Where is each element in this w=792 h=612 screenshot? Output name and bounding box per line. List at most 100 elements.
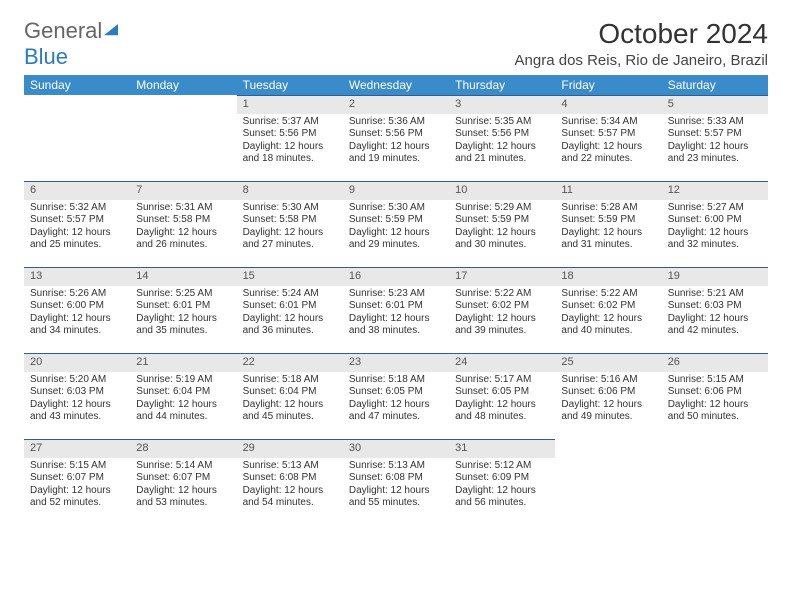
logo-text-1: General — [24, 18, 102, 44]
day-number: 7 — [130, 181, 236, 200]
day-number: 27 — [24, 439, 130, 458]
day-number: 6 — [24, 181, 130, 200]
day-content: Sunrise: 5:12 AMSunset: 6:09 PMDaylight:… — [449, 458, 555, 514]
day-line: Sunrise: 5:16 AM — [561, 374, 655, 387]
day-content: Sunrise: 5:37 AMSunset: 5:56 PMDaylight:… — [237, 114, 343, 170]
day-content: Sunrise: 5:15 AMSunset: 6:06 PMDaylight:… — [662, 372, 768, 428]
day-line: Daylight: 12 hours — [455, 227, 549, 240]
day-line: and 50 minutes. — [668, 411, 762, 424]
day-line: Sunset: 6:01 PM — [243, 300, 337, 313]
day-line: and 29 minutes. — [349, 239, 443, 252]
day-line: Sunrise: 5:19 AM — [136, 374, 230, 387]
calendar-cell: 28Sunrise: 5:14 AMSunset: 6:07 PMDayligh… — [130, 439, 236, 525]
calendar-cell: 26Sunrise: 5:15 AMSunset: 6:06 PMDayligh… — [662, 353, 768, 439]
day-line: and 30 minutes. — [455, 239, 549, 252]
day-line: Daylight: 12 hours — [349, 485, 443, 498]
day-line: and 32 minutes. — [668, 239, 762, 252]
day-line: Sunrise: 5:12 AM — [455, 460, 549, 473]
day-number: 22 — [237, 353, 343, 372]
day-line: Daylight: 12 hours — [136, 313, 230, 326]
day-line: Sunset: 5:58 PM — [243, 214, 337, 227]
calendar-cell: 25Sunrise: 5:16 AMSunset: 6:06 PMDayligh… — [555, 353, 661, 439]
day-line: and 21 minutes. — [455, 153, 549, 166]
day-line: Daylight: 12 hours — [349, 313, 443, 326]
day-content: Sunrise: 5:18 AMSunset: 6:05 PMDaylight:… — [343, 372, 449, 428]
day-line: and 48 minutes. — [455, 411, 549, 424]
day-line: Sunset: 5:56 PM — [243, 128, 337, 141]
month-title: October 2024 — [515, 18, 768, 50]
day-line: Sunset: 6:07 PM — [30, 472, 124, 485]
calendar-cell: 7Sunrise: 5:31 AMSunset: 5:58 PMDaylight… — [130, 181, 236, 267]
calendar-cell: 12Sunrise: 5:27 AMSunset: 6:00 PMDayligh… — [662, 181, 768, 267]
day-line: Daylight: 12 hours — [349, 141, 443, 154]
calendar-cell: 9Sunrise: 5:30 AMSunset: 5:59 PMDaylight… — [343, 181, 449, 267]
day-line: Daylight: 12 hours — [668, 399, 762, 412]
day-line: Daylight: 12 hours — [30, 485, 124, 498]
day-line: Sunrise: 5:32 AM — [30, 202, 124, 215]
calendar-cell: 10Sunrise: 5:29 AMSunset: 5:59 PMDayligh… — [449, 181, 555, 267]
day-number: 1 — [237, 95, 343, 114]
day-line: and 26 minutes. — [136, 239, 230, 252]
day-content: Sunrise: 5:29 AMSunset: 5:59 PMDaylight:… — [449, 200, 555, 256]
day-line: and 38 minutes. — [349, 325, 443, 338]
day-line: Daylight: 12 hours — [455, 141, 549, 154]
day-line: Sunset: 5:57 PM — [668, 128, 762, 141]
day-line: Sunrise: 5:31 AM — [136, 202, 230, 215]
day-number: 28 — [130, 439, 236, 458]
calendar-cell: 5Sunrise: 5:33 AMSunset: 5:57 PMDaylight… — [662, 95, 768, 181]
day-number: 13 — [24, 267, 130, 286]
day-line: Daylight: 12 hours — [668, 141, 762, 154]
day-line: and 25 minutes. — [30, 239, 124, 252]
calendar-table: SundayMondayTuesdayWednesdayThursdayFrid… — [24, 75, 768, 525]
calendar-body: 1Sunrise: 5:37 AMSunset: 5:56 PMDaylight… — [24, 95, 768, 525]
day-line: Daylight: 12 hours — [136, 485, 230, 498]
day-line: and 42 minutes. — [668, 325, 762, 338]
day-line: Sunset: 6:02 PM — [561, 300, 655, 313]
day-content: Sunrise: 5:28 AMSunset: 5:59 PMDaylight:… — [555, 200, 661, 256]
day-line: and 43 minutes. — [30, 411, 124, 424]
calendar-cell — [24, 95, 130, 181]
day-line: and 44 minutes. — [136, 411, 230, 424]
day-number: 18 — [555, 267, 661, 286]
day-line: Daylight: 12 hours — [136, 399, 230, 412]
day-content: Sunrise: 5:21 AMSunset: 6:03 PMDaylight:… — [662, 286, 768, 342]
calendar-cell: 21Sunrise: 5:19 AMSunset: 6:04 PMDayligh… — [130, 353, 236, 439]
day-content: Sunrise: 5:30 AMSunset: 5:58 PMDaylight:… — [237, 200, 343, 256]
day-line: Sunset: 6:01 PM — [136, 300, 230, 313]
day-line: Sunset: 5:59 PM — [561, 214, 655, 227]
day-line: Sunrise: 5:34 AM — [561, 116, 655, 129]
day-content: Sunrise: 5:16 AMSunset: 6:06 PMDaylight:… — [555, 372, 661, 428]
day-line: Daylight: 12 hours — [243, 313, 337, 326]
day-content: Sunrise: 5:36 AMSunset: 5:56 PMDaylight:… — [343, 114, 449, 170]
day-number: 9 — [343, 181, 449, 200]
day-content: Sunrise: 5:15 AMSunset: 6:07 PMDaylight:… — [24, 458, 130, 514]
day-number: 10 — [449, 181, 555, 200]
day-line: Sunset: 5:59 PM — [349, 214, 443, 227]
day-number: 23 — [343, 353, 449, 372]
day-line: Daylight: 12 hours — [243, 141, 337, 154]
day-number: 29 — [237, 439, 343, 458]
weekday-header: Thursday — [449, 75, 555, 95]
day-line: Daylight: 12 hours — [561, 227, 655, 240]
location-subtitle: Angra dos Reis, Rio de Janeiro, Brazil — [515, 52, 768, 69]
day-number: 15 — [237, 267, 343, 286]
day-number: 16 — [343, 267, 449, 286]
day-line: Sunset: 6:08 PM — [349, 472, 443, 485]
page-header: General October 2024 Angra dos Reis, Rio… — [24, 18, 768, 69]
day-line: Sunrise: 5:29 AM — [455, 202, 549, 215]
day-number: 26 — [662, 353, 768, 372]
calendar-cell: 3Sunrise: 5:35 AMSunset: 5:56 PMDaylight… — [449, 95, 555, 181]
day-line: Sunrise: 5:15 AM — [30, 460, 124, 473]
calendar-cell: 6Sunrise: 5:32 AMSunset: 5:57 PMDaylight… — [24, 181, 130, 267]
weekday-header: Sunday — [24, 75, 130, 95]
day-content: Sunrise: 5:23 AMSunset: 6:01 PMDaylight:… — [343, 286, 449, 342]
calendar-cell: 29Sunrise: 5:13 AMSunset: 6:08 PMDayligh… — [237, 439, 343, 525]
weekday-header: Monday — [130, 75, 236, 95]
day-line: Sunset: 5:56 PM — [349, 128, 443, 141]
weekday-header: Wednesday — [343, 75, 449, 95]
day-line: Sunset: 6:07 PM — [136, 472, 230, 485]
day-line: Sunset: 5:58 PM — [136, 214, 230, 227]
day-line: and 39 minutes. — [455, 325, 549, 338]
day-line: and 40 minutes. — [561, 325, 655, 338]
day-content: Sunrise: 5:22 AMSunset: 6:02 PMDaylight:… — [449, 286, 555, 342]
